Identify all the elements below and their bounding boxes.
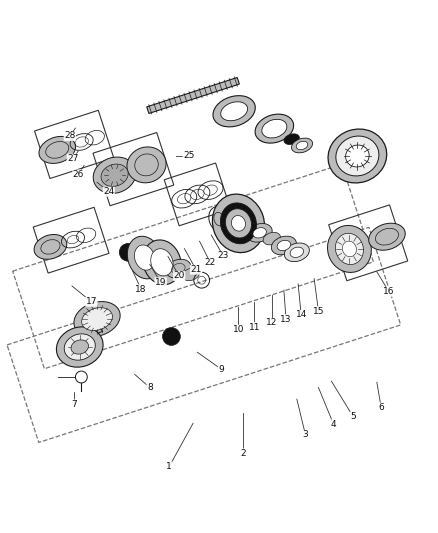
Text: 27: 27 bbox=[67, 154, 78, 163]
Ellipse shape bbox=[64, 334, 95, 360]
Circle shape bbox=[119, 244, 137, 261]
Ellipse shape bbox=[290, 247, 304, 257]
Ellipse shape bbox=[127, 236, 162, 279]
Ellipse shape bbox=[231, 215, 245, 231]
Ellipse shape bbox=[143, 240, 181, 285]
Text: 3: 3 bbox=[303, 430, 308, 439]
Text: 23: 23 bbox=[218, 252, 229, 261]
Polygon shape bbox=[66, 322, 102, 343]
Ellipse shape bbox=[277, 240, 291, 251]
Ellipse shape bbox=[220, 203, 257, 244]
Text: 7: 7 bbox=[71, 400, 77, 409]
Ellipse shape bbox=[343, 241, 357, 257]
Text: 1: 1 bbox=[166, 462, 172, 471]
Text: 8: 8 bbox=[147, 383, 153, 392]
Text: 16: 16 bbox=[383, 287, 395, 296]
Text: 19: 19 bbox=[155, 278, 166, 287]
Circle shape bbox=[162, 328, 180, 345]
Ellipse shape bbox=[71, 340, 88, 354]
Ellipse shape bbox=[263, 232, 280, 245]
Ellipse shape bbox=[284, 243, 309, 262]
Text: 17: 17 bbox=[86, 297, 97, 306]
Ellipse shape bbox=[255, 114, 293, 143]
Ellipse shape bbox=[101, 164, 128, 187]
Text: 6: 6 bbox=[378, 403, 384, 412]
Ellipse shape bbox=[369, 223, 405, 250]
Ellipse shape bbox=[291, 138, 313, 153]
Text: 12: 12 bbox=[266, 318, 277, 327]
Text: 18: 18 bbox=[135, 285, 147, 294]
Ellipse shape bbox=[151, 249, 173, 276]
Ellipse shape bbox=[284, 134, 299, 144]
Ellipse shape bbox=[81, 308, 113, 330]
Ellipse shape bbox=[336, 233, 364, 264]
Ellipse shape bbox=[272, 236, 297, 255]
Text: 13: 13 bbox=[280, 314, 292, 324]
Text: 15: 15 bbox=[313, 306, 324, 316]
Ellipse shape bbox=[213, 95, 255, 127]
Ellipse shape bbox=[212, 194, 265, 253]
Text: 26: 26 bbox=[73, 170, 84, 179]
Text: 5: 5 bbox=[350, 412, 356, 421]
Ellipse shape bbox=[247, 223, 272, 242]
Ellipse shape bbox=[346, 145, 369, 167]
Ellipse shape bbox=[328, 129, 387, 183]
Ellipse shape bbox=[226, 209, 251, 238]
Ellipse shape bbox=[166, 259, 191, 278]
Ellipse shape bbox=[296, 141, 308, 150]
Ellipse shape bbox=[262, 119, 287, 138]
Ellipse shape bbox=[134, 245, 155, 270]
Ellipse shape bbox=[328, 225, 371, 272]
Text: 20: 20 bbox=[173, 271, 185, 280]
Text: 4: 4 bbox=[331, 420, 336, 429]
Ellipse shape bbox=[39, 136, 75, 164]
Text: 24: 24 bbox=[103, 187, 114, 196]
Text: 2: 2 bbox=[240, 449, 246, 458]
Text: 21: 21 bbox=[191, 265, 202, 274]
Text: 10: 10 bbox=[233, 325, 244, 334]
Ellipse shape bbox=[221, 102, 247, 121]
Polygon shape bbox=[147, 77, 239, 114]
Ellipse shape bbox=[336, 136, 379, 176]
Ellipse shape bbox=[253, 228, 266, 238]
Ellipse shape bbox=[34, 235, 67, 259]
Text: 11: 11 bbox=[249, 322, 260, 332]
Ellipse shape bbox=[93, 157, 136, 193]
Text: 22: 22 bbox=[205, 259, 216, 268]
Text: 9: 9 bbox=[218, 365, 224, 374]
Text: 28: 28 bbox=[64, 132, 75, 141]
Ellipse shape bbox=[182, 268, 200, 281]
Ellipse shape bbox=[74, 302, 120, 337]
Ellipse shape bbox=[127, 147, 166, 183]
Text: 25: 25 bbox=[183, 151, 194, 160]
Text: 14: 14 bbox=[296, 310, 307, 319]
Ellipse shape bbox=[57, 327, 103, 367]
